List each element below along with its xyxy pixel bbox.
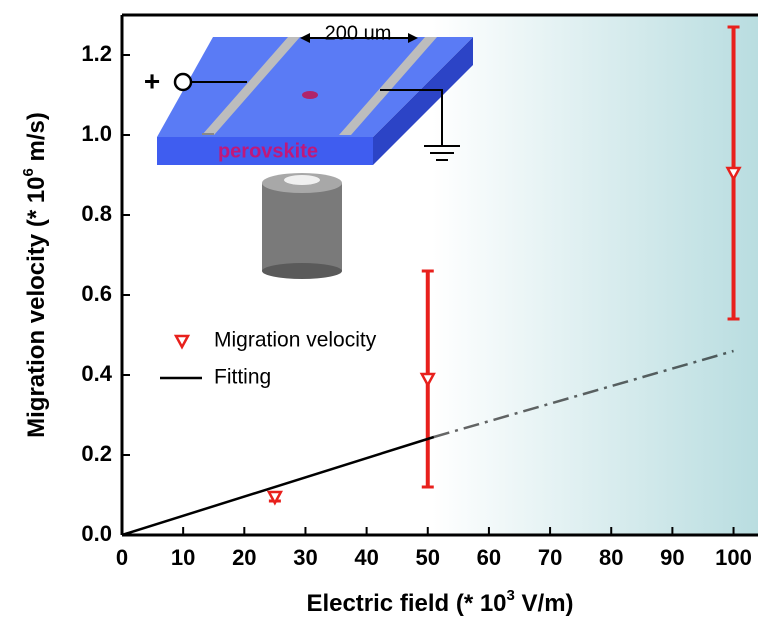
x-tick-label: 90 xyxy=(660,545,684,570)
y-tick-label: 1.2 xyxy=(81,41,112,66)
legend-label: Fitting xyxy=(214,366,271,389)
y-tick-label: 1.0 xyxy=(81,121,112,146)
marker xyxy=(419,372,436,388)
distance-label: 200 um xyxy=(325,22,392,44)
x-tick-label: 30 xyxy=(293,545,317,570)
inset-illustration: 200 um perovskite + xyxy=(144,22,473,279)
y-tick-label: 0.4 xyxy=(81,361,112,386)
material-label: perovskite xyxy=(218,140,318,162)
x-tick-label: 60 xyxy=(477,545,501,570)
x-tick-label: 10 xyxy=(171,545,195,570)
fit-line xyxy=(121,435,435,537)
fit-line xyxy=(433,349,734,439)
background-shade xyxy=(432,15,758,535)
x-tick-label: 40 xyxy=(354,545,378,570)
x-tick-label: 20 xyxy=(232,545,256,570)
y-tick-label: 0.2 xyxy=(81,441,112,466)
y-tick-label: 0.6 xyxy=(81,281,112,306)
x-tick-label: 80 xyxy=(599,545,623,570)
x-axis-label: Electric field (* 103 V/m) xyxy=(306,587,573,617)
y-tick-label: 0.8 xyxy=(81,201,112,226)
x-tick-label: 100 xyxy=(715,545,752,570)
marker xyxy=(725,166,742,182)
y-axis-label: Migration velocity (* 106 m/s) xyxy=(20,112,50,438)
y-tick-label: 0.0 xyxy=(81,521,112,546)
legend-label: Migration velocity xyxy=(214,329,377,352)
marker xyxy=(266,490,283,506)
plus-label: + xyxy=(144,65,160,96)
x-tick-label: 0 xyxy=(116,545,128,570)
legend-marker xyxy=(173,334,191,350)
x-tick-label: 50 xyxy=(416,545,440,570)
plot-area: 0 10 20 30 40 50 60 70 80 90 100 0.0 0.2 0.4 0.6 0.8 1.0… xyxy=(81,13,758,570)
x-tick-label: 70 xyxy=(538,545,562,570)
